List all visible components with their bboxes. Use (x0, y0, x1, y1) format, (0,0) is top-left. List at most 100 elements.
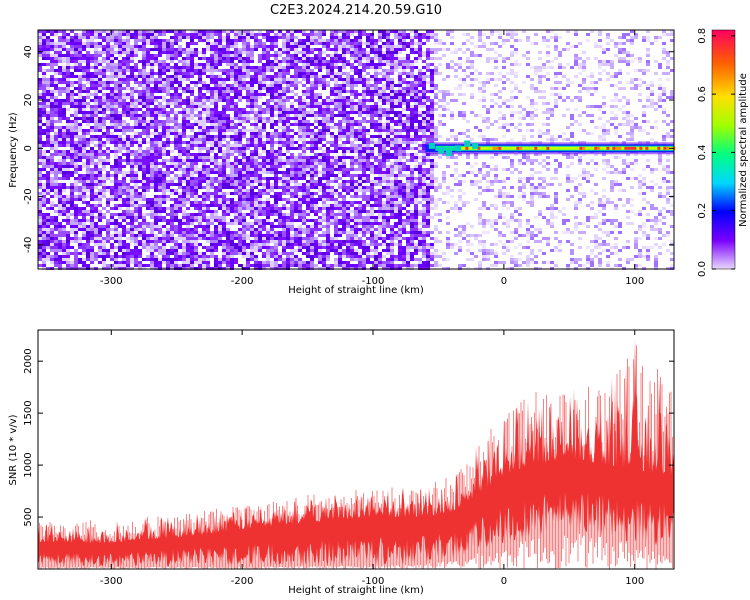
heatmap-cell (66, 198, 70, 201)
heatmap-cell (222, 48, 226, 51)
heatmap-cell (162, 123, 166, 126)
heatmap-cell (238, 66, 242, 69)
heatmap-cell (234, 75, 238, 78)
heatmap-cell (178, 243, 182, 246)
heatmap-cell (302, 39, 306, 42)
heatmap-cell (166, 54, 170, 57)
heatmap-cell (214, 144, 218, 147)
heatmap-cell (254, 141, 258, 144)
heatmap-cell (46, 159, 50, 162)
heatmap-cell (278, 36, 282, 39)
heatmap-cell (98, 201, 102, 204)
heatmap-cell (106, 228, 110, 231)
heatmap-cell (58, 177, 62, 180)
heatmap-cell (226, 51, 230, 54)
heatmap-cell (246, 258, 250, 261)
heatmap-cell (62, 249, 66, 252)
heatmap-cell (302, 222, 306, 225)
heatmap-cell (242, 33, 246, 36)
heatmap-cell (270, 162, 274, 165)
heatmap-cell (190, 213, 194, 216)
heatmap-cell (142, 165, 146, 168)
heatmap-cell (38, 117, 42, 120)
heatmap-cell (110, 60, 114, 63)
heatmap-cell (150, 246, 154, 249)
heatmap-cell (58, 210, 62, 213)
heatmap-cell (102, 75, 106, 78)
heatmap-cell (190, 108, 194, 111)
heatmap-cell (186, 117, 190, 120)
heatmap-cell (298, 195, 302, 198)
heatmap-cell (150, 264, 154, 267)
heatmap-cell (58, 240, 62, 243)
heatmap-cell (198, 216, 202, 219)
heatmap-cell (222, 96, 226, 99)
heatmap-cell (182, 123, 186, 126)
heatmap-cell (122, 30, 126, 33)
heatmap-cell (74, 198, 78, 201)
heatmap-cell (338, 222, 342, 225)
heatmap-cell (118, 48, 122, 51)
heatmap-cell (338, 87, 342, 90)
heatmap-cell (258, 261, 262, 264)
heatmap-cell (310, 48, 314, 51)
heatmap-cell (306, 228, 310, 231)
heatmap-cell (290, 213, 294, 216)
heatmap-cell (206, 195, 210, 198)
heatmap-cell (114, 240, 118, 243)
heatmap-cell (282, 222, 286, 225)
heatmap-cell (114, 168, 118, 171)
heatmap-cell (126, 147, 130, 150)
heatmap-cell (66, 57, 70, 60)
heatmap-cell (126, 78, 130, 81)
heatmap-cell (230, 54, 234, 57)
heatmap-cell (198, 213, 202, 216)
heatmap-cell (282, 111, 286, 114)
heatmap-cell (230, 255, 234, 258)
heatmap-cell (310, 57, 314, 60)
heatmap-cell (90, 114, 94, 117)
heatmap-cell (178, 252, 182, 255)
heatmap-cell (282, 66, 286, 69)
heatmap-cell (102, 228, 106, 231)
heatmap-cell (326, 240, 330, 243)
heatmap-cell (166, 174, 170, 177)
heatmap-cell (270, 225, 274, 228)
heatmap-cell (218, 183, 222, 186)
heatmap-cell (42, 33, 46, 36)
heatmap-cell (98, 183, 102, 186)
heatmap-cell (106, 219, 110, 222)
heatmap-cell (214, 216, 218, 219)
heatmap-cell (82, 147, 86, 150)
heatmap-cell (282, 231, 286, 234)
heatmap-cell (142, 168, 146, 171)
heatmap-cell (226, 261, 230, 264)
heatmap-cell (74, 132, 78, 135)
heatmap-cell (94, 204, 98, 207)
heatmap-cell (110, 216, 114, 219)
heatmap-cell (278, 33, 282, 36)
heatmap-cell (310, 123, 314, 126)
heatmap-cell (126, 258, 130, 261)
heatmap-cell (310, 249, 314, 252)
heatmap-cell (162, 42, 166, 45)
heatmap-cell (58, 51, 62, 54)
heatmap-cell (186, 153, 190, 156)
heatmap-cell (322, 102, 326, 105)
heatmap-cell (306, 87, 310, 90)
heatmap-cell (54, 147, 58, 150)
heatmap-cell (298, 105, 302, 108)
heatmap-cell (174, 99, 178, 102)
heatmap-cell (258, 189, 262, 192)
heatmap-cell (278, 66, 282, 69)
heatmap-cell (146, 153, 150, 156)
heatmap-cell (334, 150, 338, 153)
heatmap-cell (206, 165, 210, 168)
heatmap-cell (322, 99, 326, 102)
heatmap-cell (78, 252, 82, 255)
heatmap-cell (314, 204, 318, 207)
heatmap-cell (74, 147, 78, 150)
heatmap-cell (198, 159, 202, 162)
heatmap-cell (130, 189, 134, 192)
heatmap-cell (98, 168, 102, 171)
